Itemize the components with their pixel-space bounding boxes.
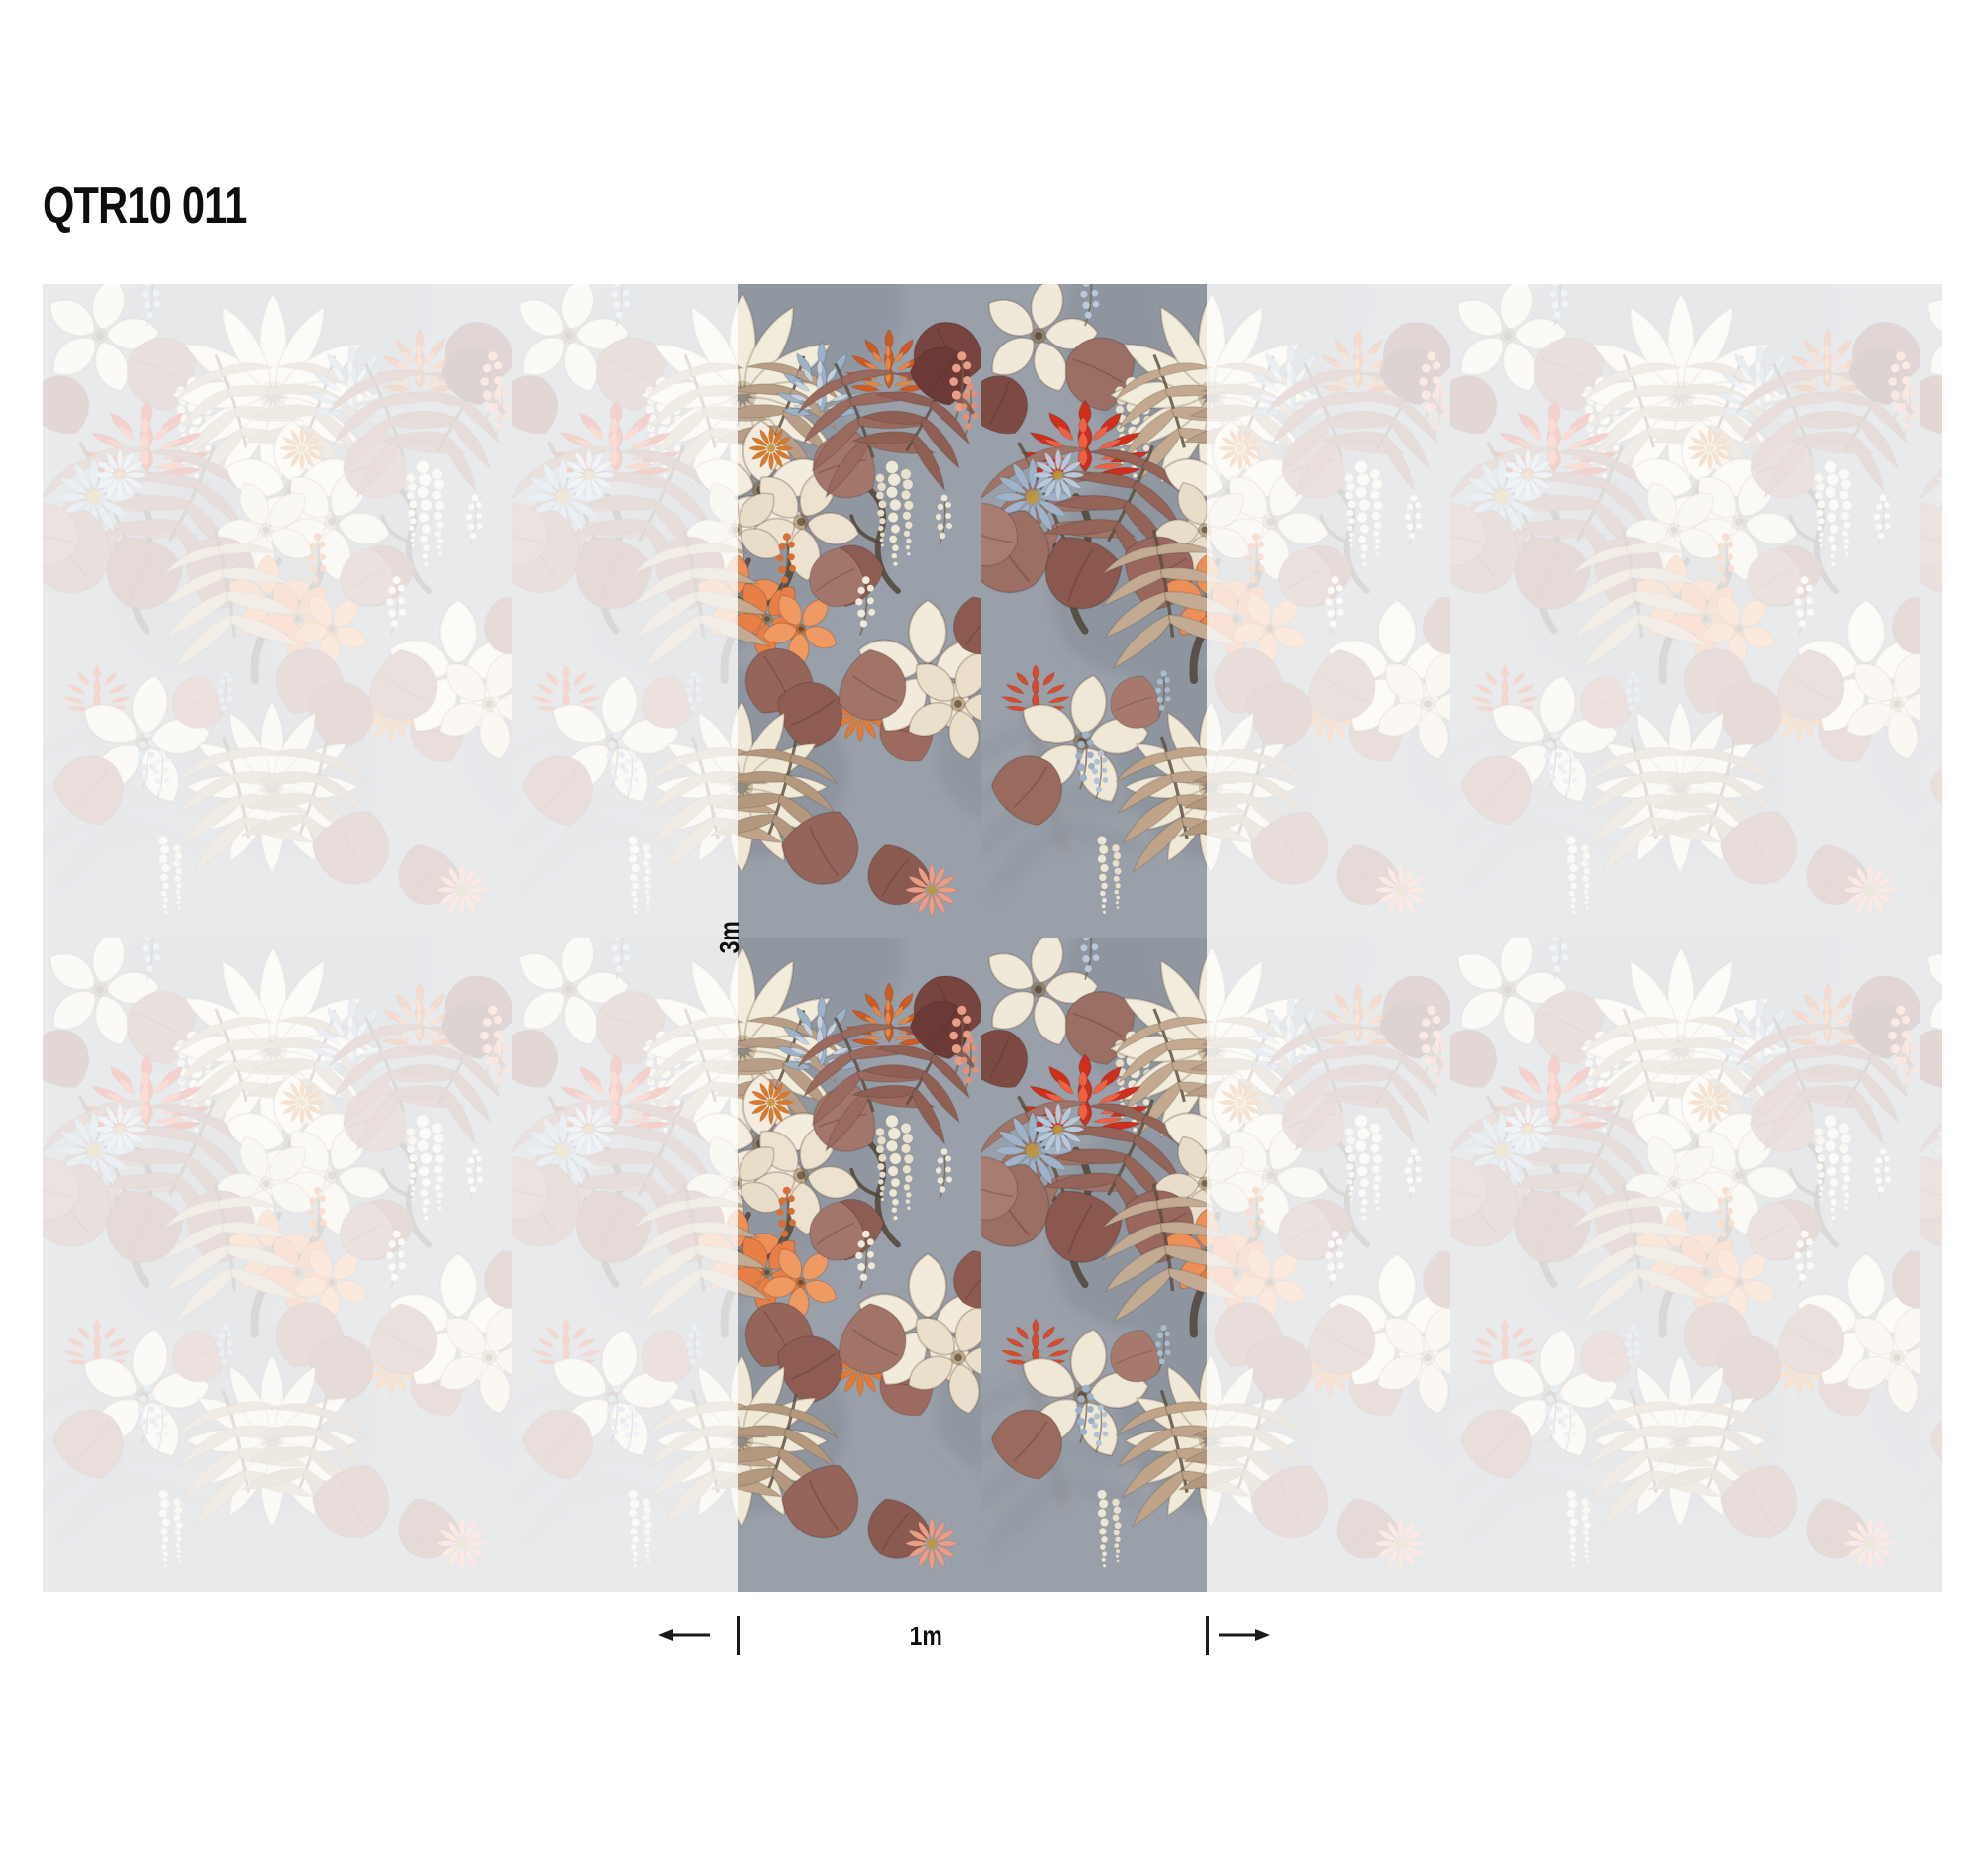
width-tick-right [1206,1616,1209,1655]
height-dimension-label: 3m [714,908,744,967]
height-dimension-text: 3m [714,921,744,954]
width-tick-left [737,1616,740,1655]
arrow-left-icon [658,1629,710,1641]
left-repeat-fade-overlay [43,284,738,1592]
width-dimension-label: 1m [896,1623,955,1650]
arrow-right-icon [1219,1629,1270,1641]
roll-width-strip [738,284,1207,1592]
width-dimension-text: 1m [909,1621,942,1651]
wallpaper-mural [43,284,1942,1592]
product-code: QTR10 011 [43,177,247,235]
right-repeat-fade-overlay [1207,284,1942,1592]
